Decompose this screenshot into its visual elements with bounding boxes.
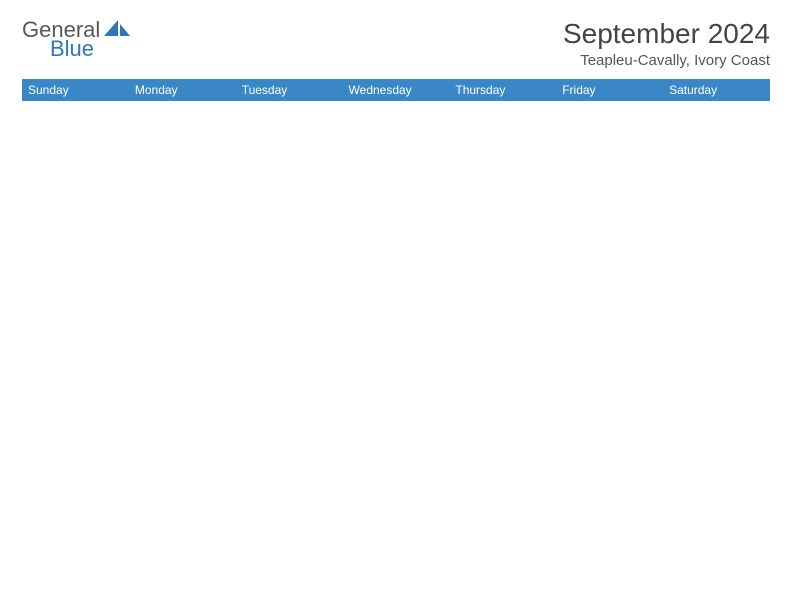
title-block: September 2024 Teapleu-Cavally, Ivory Co… (563, 18, 770, 69)
header-row: Sunday Monday Tuesday Wednesday Thursday… (22, 79, 770, 101)
logo: General Blue (22, 18, 130, 60)
col-wednesday: Wednesday (343, 79, 450, 101)
col-sunday: Sunday (22, 79, 129, 101)
col-monday: Monday (129, 79, 236, 101)
page-title: September 2024 (563, 18, 770, 50)
col-friday: Friday (556, 79, 663, 101)
col-thursday: Thursday (449, 79, 556, 101)
logo-text-blue: Blue (50, 38, 130, 60)
page-subtitle: Teapleu-Cavally, Ivory Coast (563, 52, 770, 69)
calendar-table: Sunday Monday Tuesday Wednesday Thursday… (22, 79, 770, 101)
col-saturday: Saturday (663, 79, 770, 101)
col-tuesday: Tuesday (236, 79, 343, 101)
header: General Blue September 2024 Teapleu-Cava… (22, 18, 770, 69)
